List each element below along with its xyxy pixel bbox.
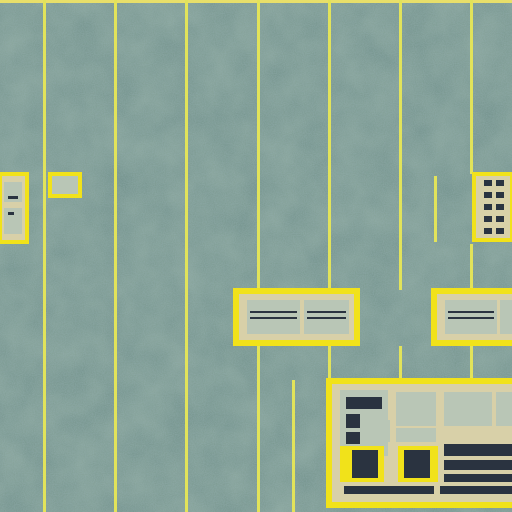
left-edge-pad xyxy=(0,172,29,244)
small-square-pad xyxy=(48,172,82,198)
right-edge-pad xyxy=(472,172,512,242)
metal-line xyxy=(399,346,402,380)
metal-line xyxy=(257,346,260,512)
metal-line xyxy=(328,0,331,290)
metal-line xyxy=(43,0,46,512)
metal-line xyxy=(257,0,260,290)
metal-line xyxy=(185,0,188,512)
metal-line xyxy=(470,0,473,174)
metal-line xyxy=(114,0,117,512)
metal-line xyxy=(292,380,295,512)
metal-line xyxy=(470,346,473,380)
circuit-block xyxy=(326,378,512,508)
metal-line xyxy=(328,346,331,380)
metal-line xyxy=(470,244,473,290)
right-twin-pad xyxy=(431,288,512,346)
metal-line xyxy=(399,0,402,290)
vertical-metal-lines xyxy=(43,0,473,512)
center-twin-pad xyxy=(233,288,360,346)
metal-line xyxy=(434,176,437,242)
top-frame-edge xyxy=(0,0,512,3)
